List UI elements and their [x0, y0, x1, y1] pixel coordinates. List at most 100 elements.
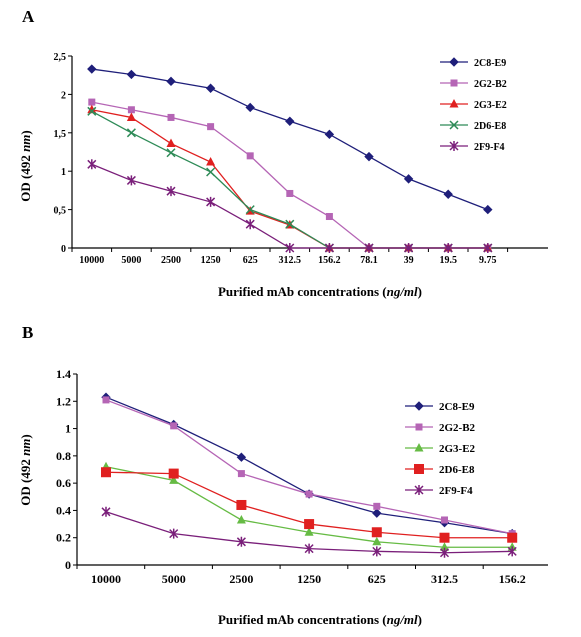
- data-point-2c8-e9: [324, 129, 335, 140]
- y-tick-label: 1.2: [56, 394, 71, 408]
- data-point-2g2-b2: [167, 113, 175, 121]
- data-point-2d6-e8: [206, 167, 216, 177]
- panel-a-plot-area: 0 0,5 1 1,5 2 2,5 10000 5000 2500 1250 625 312.5 156…: [54, 52, 548, 266]
- y-tick-label: 0.8: [56, 449, 71, 463]
- panel-b-y-axis-title: OD (492 nm): [18, 434, 33, 506]
- data-point-2c8-e9: [285, 116, 295, 126]
- y-tick-label: 0.6: [56, 476, 71, 490]
- data-point-2g2-b2: [246, 152, 254, 160]
- panel-b-label: B: [22, 323, 33, 342]
- y-tick-label: 0: [61, 244, 66, 255]
- data-point-2d6-e8: [166, 148, 176, 158]
- x-tick-label: 312.5: [431, 572, 458, 586]
- legend-marker: [414, 401, 424, 411]
- data-point-2d6-e8: [439, 532, 450, 543]
- legend-label-2g2-b2: 2G2-B2: [474, 79, 507, 90]
- data-point-2g3-e2: [236, 514, 246, 524]
- data-point-2g2-b2: [88, 98, 96, 106]
- data-point-2g3-e2: [166, 138, 176, 148]
- data-point-2d6-e8: [126, 128, 136, 138]
- data-point-2g2-b2: [102, 396, 110, 404]
- panel-a-legend: 2C8-E9 2G2-B2 2G3-E2 2D6-E8 2F9-F4: [440, 57, 507, 153]
- data-point-2f9-f4: [439, 547, 450, 558]
- x-tick-label: 19.5: [439, 255, 457, 266]
- data-point-2g2-b2: [127, 106, 135, 114]
- x-tick-label: 312.5: [279, 255, 302, 266]
- data-point-2f9-f4: [87, 159, 97, 170]
- x-tick-label: 1250: [201, 255, 221, 266]
- x-tick-label: 5000: [162, 572, 186, 586]
- x-tick-label: 625: [368, 572, 386, 586]
- data-point-2c8-e9: [87, 64, 97, 74]
- legend-marker: [414, 443, 424, 452]
- data-point-2f9-f4: [404, 243, 414, 253]
- legend-label-2f9-f4: 2F9-F4: [439, 485, 473, 497]
- data-point-2f9-f4: [126, 175, 136, 186]
- y-tick-label: 2,5: [54, 52, 67, 63]
- data-point-2c8-e9: [205, 83, 216, 93]
- data-point-2g3-e2: [169, 475, 179, 484]
- data-point-2c8-e9: [245, 102, 255, 113]
- x-tick-label: 9.75: [479, 255, 497, 266]
- panel-a-label: A: [22, 7, 35, 26]
- data-point-2d6-e8: [507, 532, 518, 543]
- y-tick-label: 1.4: [56, 367, 71, 381]
- x-tick-label: 2500: [229, 572, 253, 586]
- data-point-2f9-f4: [245, 219, 255, 230]
- x-tick-label: 625: [243, 255, 258, 266]
- data-point-2c8-e9: [126, 69, 137, 80]
- data-point-2f9-f4: [236, 536, 246, 547]
- data-point-2d6-e8: [245, 205, 255, 215]
- data-point-2f9-f4: [483, 243, 493, 253]
- panel-a: A OD (492 nm) Purified mAb concentration…: [18, 7, 548, 299]
- data-point-2c8-e9: [236, 452, 247, 462]
- panel-a-y-axis-title: OD (492 nm): [18, 130, 33, 202]
- y-tick-label: 0: [65, 558, 71, 572]
- legend-marker: [450, 79, 458, 87]
- legend-marker: [449, 99, 459, 108]
- y-tick-label: 1,5: [54, 129, 67, 140]
- data-point-2c8-e9: [443, 189, 453, 199]
- data-point-2f9-f4: [304, 543, 314, 554]
- data-point-2g2-b2: [373, 502, 381, 510]
- series-line-2c8-e9: [91, 68, 489, 211]
- data-point-2d6-e8: [285, 219, 295, 229]
- data-point-2g2-b2: [207, 123, 215, 131]
- panel-b: B OD (492 nm) Purified mAb concentration…: [18, 323, 548, 627]
- legend-label-2g2-b2: 2G2-B2: [439, 422, 476, 434]
- data-point-2g3-e2: [206, 156, 216, 166]
- data-point-2g2-b2: [286, 189, 294, 197]
- data-point-2f9-f4: [101, 506, 111, 517]
- data-point-2f9-f4: [443, 243, 453, 253]
- data-point-2f9-f4: [206, 196, 216, 207]
- x-tick-label: 156.2: [499, 572, 526, 586]
- data-point-2d6-e8: [168, 468, 179, 479]
- legend-marker: [449, 57, 459, 67]
- x-tick-label: 156.2: [318, 255, 341, 266]
- data-point-2f9-f4: [364, 243, 374, 253]
- data-point-2f9-f4: [166, 186, 176, 197]
- legend-marker: [449, 120, 459, 130]
- x-tick-label: 2500: [161, 255, 181, 266]
- x-tick-label: 10000: [79, 255, 104, 266]
- data-point-2d6-e8: [371, 527, 382, 538]
- y-tick-label: 1: [61, 167, 66, 178]
- y-tick-label: 1: [65, 422, 71, 436]
- y-tick-label: 0.2: [56, 531, 71, 545]
- data-point-2d6-e8: [101, 467, 111, 478]
- data-point-2g3-e2: [372, 536, 382, 546]
- legend-label-2g3-e2: 2G3-E2: [439, 443, 476, 455]
- legend-marker: [415, 423, 423, 431]
- data-point-2g2-b2: [441, 516, 448, 524]
- panel-a-x-axis-title: Purified mAb concentrations (ng/ml): [218, 284, 422, 299]
- panel-b-legend: 2C8-E9 2G2-B2 2G3-E2 2D6-E8 2F9-F4: [405, 401, 476, 497]
- legend-label-2c8-e9: 2C8-E9: [474, 58, 506, 69]
- data-point-2d6-e8: [304, 519, 315, 530]
- data-point-2g2-b2: [237, 470, 245, 478]
- x-tick-label: 5000: [121, 255, 141, 266]
- y-tick-label: 0.4: [56, 503, 71, 517]
- data-point-2f9-f4: [507, 546, 517, 557]
- data-point-2c8-e9: [372, 508, 382, 518]
- data-point-2f9-f4: [285, 243, 295, 253]
